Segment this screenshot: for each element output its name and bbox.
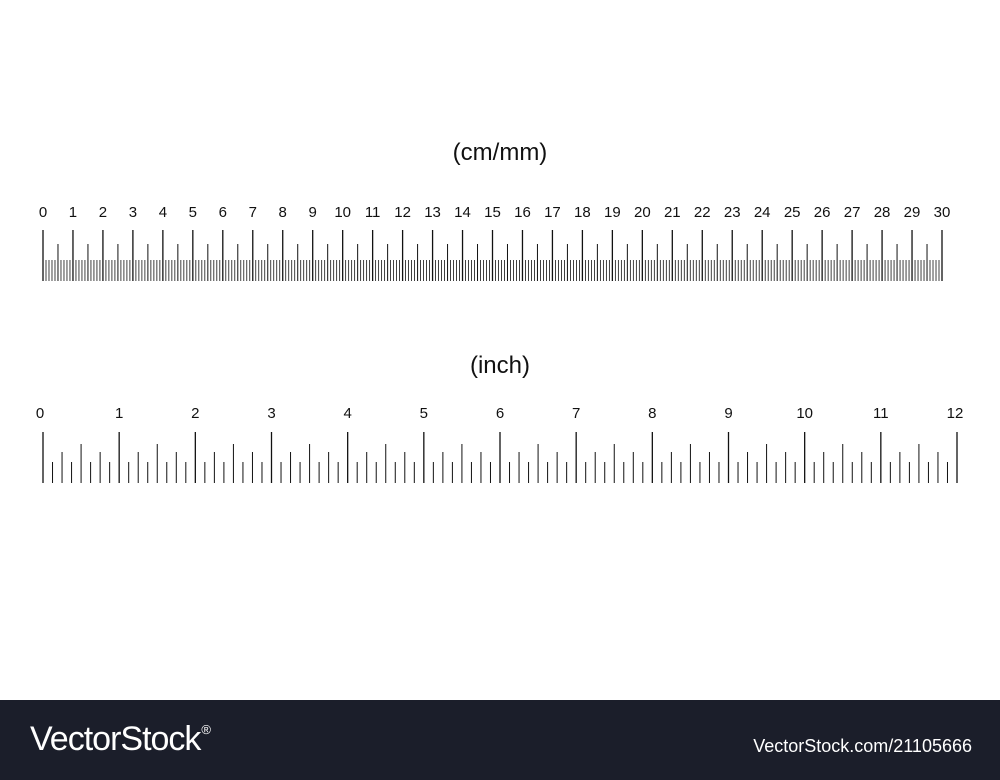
cm-tick-label: 6 [219,204,227,221]
cm-tick-label: 3 [129,204,137,221]
inch-tick-label: 11 [873,405,889,422]
cm-tick-label: 22 [694,204,711,221]
cm-tick-label: 20 [634,204,651,221]
inch-tick-label: 3 [267,405,275,422]
rulers-diagram: (cm/mm) 0 1 2 3 4 5 6 7 8 9 10 11 12 13 14 15 16 17 18 19 20… [36,139,964,483]
cm-tick-label: 8 [279,204,287,221]
inch-tick-label: 8 [648,405,656,422]
cm-tick-label: 14 [454,204,471,221]
cm-tick-label: 9 [309,204,317,221]
cm-tick-label: 25 [784,204,801,221]
inch-tick-label: 2 [191,405,199,422]
cm-tick-label: 0 [39,204,47,221]
brand-logo: VectorStock® [30,720,211,759]
image-credit: VectorStock.com/21105666 [753,736,972,756]
cm-tick-label: 5 [189,204,197,221]
cm-ruler-unit-label: (cm/mm) [453,139,548,166]
cm-tick-label: 21 [664,204,681,221]
cm-tick-label: 27 [844,204,861,221]
cm-tick-label: 23 [724,204,741,221]
cm-tick-label: 4 [159,204,167,221]
inch-tick-label: 10 [796,405,813,422]
inch-tick-label: 12 [947,405,964,422]
cm-tick-label: 29 [904,204,921,221]
brand-name: VectorStock [30,720,201,758]
cm-tick-label: 10 [334,204,351,221]
inch-tick-label: 9 [724,405,732,422]
cm-tick-label: 26 [814,204,831,221]
inch-tick-label: 7 [572,405,580,422]
cm-tick-label: 19 [604,204,621,221]
cm-tick-label: 11 [365,204,381,221]
inch-ruler-unit-label: (inch) [470,352,530,379]
cm-tick-label: 24 [754,204,771,221]
inch-ruler: 0 1 2 3 4 5 6 7 8 9 10 11 12 [36,405,964,483]
cm-tick-label: 13 [424,204,441,221]
cm-ruler: 0 1 2 3 4 5 6 7 8 9 10 11 12 13 14 15 16 17 18 19 20 21 22 23 24… [39,204,951,281]
cm-tick-label: 15 [484,204,501,221]
cm-tick-label: 30 [934,204,951,221]
cm-tick-label: 2 [99,204,107,221]
inch-tick-label: 5 [420,405,428,422]
inch-tick-label: 4 [343,405,351,422]
inch-tick-label: 1 [115,405,123,422]
cm-tick-label: 18 [574,204,591,221]
cm-tick-label: 28 [874,204,891,221]
inch-tick-label: 0 [36,405,44,422]
inch-tick-label: 6 [496,405,504,422]
cm-tick-label: 16 [514,204,531,221]
cm-tick-label: 1 [69,204,77,221]
footer-bar: VectorStock® VectorStock.com/21105666 [0,700,1000,780]
cm-tick-label: 17 [544,204,561,221]
brand-mark: ® [201,722,211,737]
cm-tick-label: 7 [249,204,257,221]
cm-tick-label: 12 [394,204,411,221]
